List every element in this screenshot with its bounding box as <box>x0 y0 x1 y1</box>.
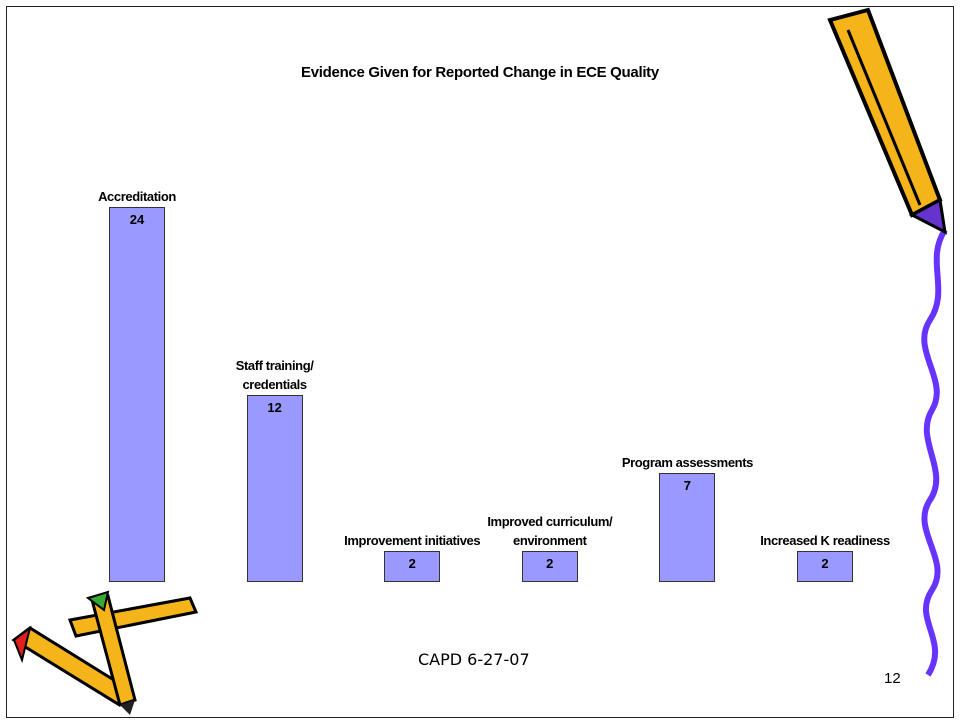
footer: CAPD 6-27-07 <box>418 650 530 669</box>
category-label: Accreditation <box>98 189 176 204</box>
category-label: Program assessments <box>621 454 754 470</box>
pencils-bottom <box>11 590 199 715</box>
bar <box>521 550 578 582</box>
data-label: 24 <box>129 212 145 227</box>
chart-title: Evidence Given for Reported Change in EC… <box>301 64 659 81</box>
bar <box>246 394 303 582</box>
data-label: 12 <box>267 399 282 415</box>
data-label: 7 <box>683 477 692 493</box>
category-label: Improvement initiatives <box>344 532 481 548</box>
bar <box>109 207 165 582</box>
category-label: Staff training/ credentials <box>235 357 314 392</box>
data-label: 2 <box>408 555 416 571</box>
slide-frame <box>6 6 954 718</box>
data-label: 2 <box>821 555 829 571</box>
pencil-top <box>827 7 947 235</box>
bar <box>384 550 441 582</box>
category-label: Increased K readiness <box>760 532 890 548</box>
bar <box>659 472 716 582</box>
category-label: Improved curriculum/ environment <box>487 513 613 548</box>
bar <box>797 550 853 582</box>
data-label: 2 <box>546 555 554 571</box>
page-number: 12 <box>884 670 901 687</box>
wavy-line <box>921 228 948 677</box>
